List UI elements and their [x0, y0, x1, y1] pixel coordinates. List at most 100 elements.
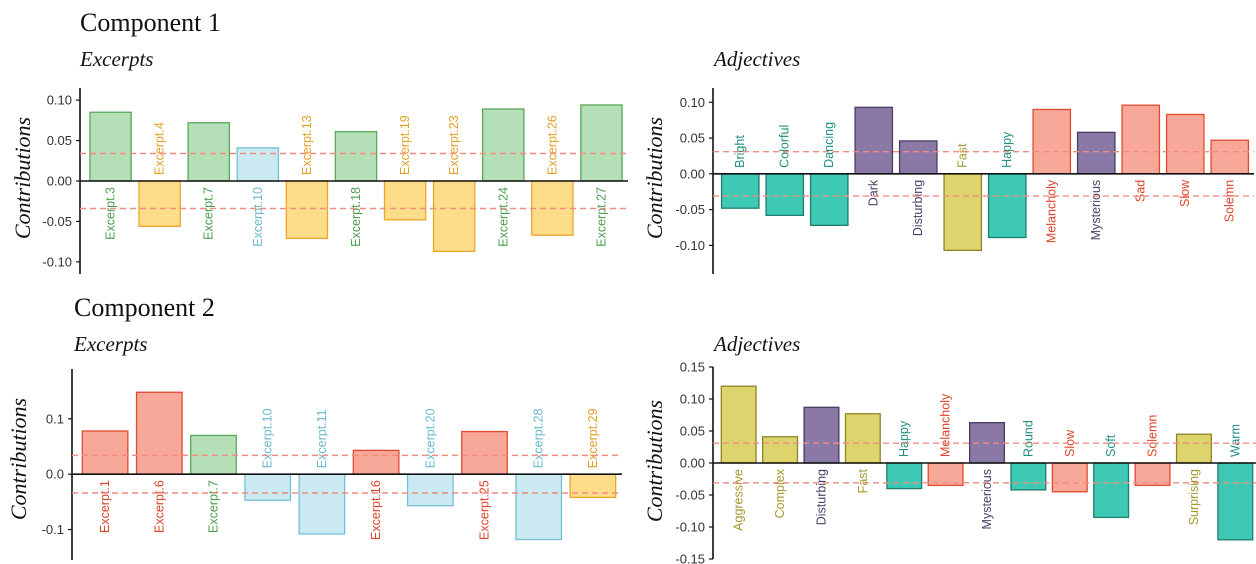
bar-round — [1010, 462, 1047, 491]
panel-title: Adjectives — [712, 47, 800, 71]
bar-slow — [1165, 113, 1205, 175]
bar-label: Excerpt.20 — [423, 408, 437, 468]
bar-complex — [762, 436, 799, 464]
bar-label: Excerpt.10 — [261, 408, 275, 468]
chart-component2-excerpts: Excerpts Contributions 0.1 0.0 -0.1 Excerpt.1… — [6, 332, 622, 560]
bar-solemn — [1210, 139, 1250, 175]
bar-excerpt-16 — [352, 449, 400, 475]
bar-solemn — [1134, 462, 1171, 487]
bar-label: Excerpt.4 — [153, 122, 167, 175]
bar-label: Excerpt.27 — [594, 187, 608, 247]
bar-label: Surprising — [1187, 469, 1201, 525]
y-tick-label: -0.1 — [42, 522, 64, 537]
bar-label: Excerpt.11 — [315, 409, 329, 468]
bar-label: Excerpt.29 — [586, 408, 600, 468]
bar-excerpt-11 — [298, 473, 346, 535]
component-2-heading: Component 2 — [74, 293, 215, 322]
y-tick-label: 0.0 — [46, 467, 64, 482]
bar-slow — [1051, 462, 1088, 493]
bar-label: Colorful — [778, 125, 792, 168]
bar-label: Excerpt.24 — [496, 187, 510, 247]
bar-disturbing — [803, 406, 840, 464]
bar-melancholy — [1032, 108, 1072, 175]
bar-label: Excerpt.25 — [478, 480, 492, 540]
bar-label: Sad — [1134, 180, 1148, 202]
bar-label: Excerpt.19 — [398, 115, 412, 175]
bar-label: Excerpt.6 — [152, 480, 166, 533]
bar-excerpt-4 — [138, 180, 181, 227]
panel-title: Adjectives — [712, 332, 800, 356]
bar-excerpt-3 — [89, 111, 132, 182]
bar-label: Dancing — [822, 122, 836, 168]
bar-melancholy — [927, 462, 964, 487]
y-tick-label: 0.1 — [46, 411, 64, 426]
bar-fast — [844, 413, 881, 464]
bar-excerpt-23 — [432, 180, 476, 253]
chart-component1-excerpts: Excerpts Contributions 0.10 0.05 0.00 -0.05 -0… — [10, 47, 628, 274]
bar-label: Excerpt.1 — [98, 480, 112, 533]
bar-soft — [1093, 462, 1130, 519]
bar-label: Fast — [956, 143, 970, 168]
y-tick-label: 0.05 — [47, 133, 72, 148]
bar-excerpt-19 — [383, 180, 427, 221]
y-tick-label: -0.05 — [42, 214, 72, 229]
bar-excerpt-13 — [285, 180, 329, 240]
bar-label: Excerpt.10 — [251, 187, 265, 247]
bar-label: Happy — [897, 420, 911, 457]
y-tick-label: -0.05 — [675, 202, 705, 217]
bar-label: Warm — [1228, 424, 1242, 457]
component-1-heading: Component 1 — [80, 8, 221, 37]
bar-excerpt-1 — [81, 430, 129, 475]
y-tick-label: 0.10 — [47, 93, 72, 108]
bar-label: Bright — [733, 135, 747, 168]
y-tick-label: 0.00 — [680, 456, 705, 471]
bar-label: Happy — [1000, 131, 1014, 168]
bar-label: Excerpt.26 — [545, 115, 559, 175]
bar-label: Solemn — [1146, 415, 1160, 457]
bar-label: Solemn — [1223, 180, 1237, 222]
bar-label: Dark — [867, 179, 881, 206]
y-tick-label: 0.05 — [680, 131, 705, 146]
bar-excerpt-25 — [461, 430, 508, 475]
bar-label: Soft — [1104, 434, 1118, 457]
bar-mysterious — [1076, 131, 1116, 175]
y-tick-label: 0.00 — [680, 166, 705, 181]
bar-excerpt-10 — [244, 473, 292, 501]
y-tick-label: -0.05 — [675, 488, 705, 503]
bar-label: Aggressive — [732, 469, 746, 531]
y-tick-label: -0.10 — [675, 520, 705, 535]
y-axis-label: Contributions — [642, 117, 667, 239]
bar-happy — [886, 462, 923, 490]
bar-happy — [987, 173, 1027, 239]
bar-dark — [854, 106, 894, 175]
bar-label: Melancholy — [939, 393, 953, 457]
y-axis-label: Contributions — [10, 117, 35, 239]
bar-label: Excerpt.7 — [202, 187, 216, 240]
bar-excerpt-6 — [135, 391, 183, 475]
y-tick-label: 0.00 — [47, 174, 72, 189]
bar-label: Fast — [856, 468, 870, 493]
bar-label: Excerpt.7 — [207, 480, 221, 533]
bar-excerpt-27 — [580, 104, 623, 182]
y-axis-label: Contributions — [6, 398, 31, 520]
bar-surprising — [1175, 433, 1212, 464]
bar-label: Excerpt.16 — [369, 480, 383, 540]
bar-excerpt-24 — [482, 108, 525, 182]
bar-aggressive — [720, 385, 757, 464]
panel-title: Excerpts — [73, 332, 147, 356]
bar-excerpt-7 — [187, 122, 230, 182]
y-tick-label: -0.15 — [675, 552, 705, 564]
bar-label: Slow — [1178, 179, 1192, 207]
bar-sad — [1121, 104, 1161, 175]
bar-colorful — [765, 173, 805, 216]
y-tick-label: 0.10 — [680, 392, 705, 407]
chart-component1-adjectives: Adjectives Contributions 0.10 0.05 0.00 -0.05… — [642, 47, 1254, 274]
bar-excerpt-28 — [515, 473, 563, 541]
bar-warm — [1217, 462, 1254, 541]
bar-label: Mysterious — [980, 469, 994, 529]
bar-label: Round — [1021, 420, 1035, 457]
bar-excerpt-18 — [334, 131, 378, 182]
y-tick-label: 0.15 — [680, 360, 705, 375]
y-tick-label: 0.10 — [680, 95, 705, 110]
y-tick-label: -0.10 — [675, 238, 705, 253]
